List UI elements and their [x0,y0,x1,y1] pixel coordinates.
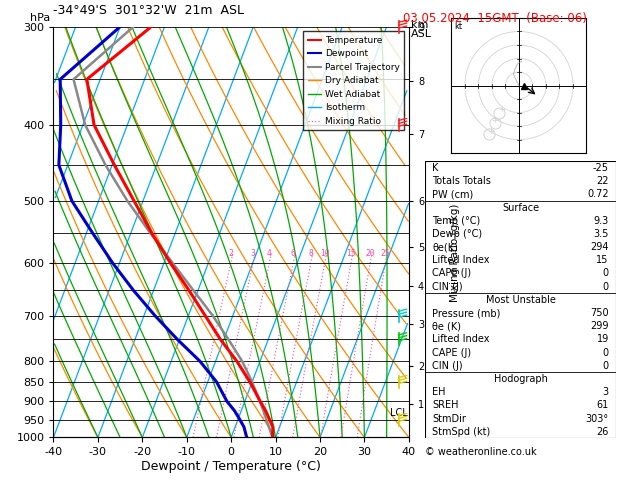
Text: 3.5: 3.5 [593,229,609,239]
Text: Surface: Surface [502,203,539,212]
Text: 3: 3 [250,249,255,258]
Text: 22: 22 [596,176,609,186]
Text: ASL: ASL [411,29,431,39]
Text: 6: 6 [291,249,296,258]
Text: 0: 0 [603,347,609,358]
Text: StmDir: StmDir [432,414,466,424]
Text: +: + [498,105,505,114]
Text: Most Unstable: Most Unstable [486,295,555,305]
Legend: Temperature, Dewpoint, Parcel Trajectory, Dry Adiabat, Wet Adiabat, Isotherm, Mi: Temperature, Dewpoint, Parcel Trajectory… [303,31,404,130]
Text: EH: EH [432,387,446,397]
Text: km: km [411,20,428,31]
Text: Hodograph: Hodograph [494,374,547,384]
Text: Mixing Ratio (g/kg): Mixing Ratio (g/kg) [450,204,460,302]
Text: CAPE (J): CAPE (J) [432,268,471,278]
Text: 303°: 303° [586,414,609,424]
Text: 0.72: 0.72 [587,190,609,199]
Text: -34°49'S  301°32'W  21m  ASL: -34°49'S 301°32'W 21m ASL [53,4,245,17]
Text: 9.3: 9.3 [594,216,609,226]
Text: Lifted Index: Lifted Index [432,334,490,345]
Text: 15: 15 [346,249,356,258]
Text: 750: 750 [590,308,609,318]
Text: 19: 19 [596,334,609,345]
Text: -25: -25 [593,163,609,173]
Text: CIN (J): CIN (J) [432,361,463,371]
Text: 0: 0 [603,268,609,278]
Text: Pressure (mb): Pressure (mb) [432,308,501,318]
Text: +: + [491,116,498,125]
Text: 03.05.2024  15GMT  (Base: 06): 03.05.2024 15GMT (Base: 06) [403,12,586,25]
Text: 2: 2 [228,249,233,258]
Text: +: + [487,127,494,136]
Text: Lifted Index: Lifted Index [432,255,490,265]
Text: kt: kt [454,22,462,31]
Text: CIN (J): CIN (J) [432,282,463,292]
Text: PW (cm): PW (cm) [432,190,474,199]
Text: 20: 20 [365,249,375,258]
Text: SREH: SREH [432,400,459,410]
Text: Dewp (°C): Dewp (°C) [432,229,482,239]
Text: 8: 8 [308,249,313,258]
Text: 294: 294 [590,242,609,252]
Text: 25: 25 [381,249,390,258]
Text: © weatheronline.co.uk: © weatheronline.co.uk [425,447,536,457]
Text: hPa: hPa [30,13,50,23]
Text: 0: 0 [603,282,609,292]
Text: LCL: LCL [390,408,408,417]
Text: 61: 61 [596,400,609,410]
Text: θe(K): θe(K) [432,242,458,252]
Text: 26: 26 [596,427,609,437]
Text: Temp (°C): Temp (°C) [432,216,481,226]
X-axis label: Dewpoint / Temperature (°C): Dewpoint / Temperature (°C) [142,460,321,473]
Text: θe (K): θe (K) [432,321,461,331]
Text: 4: 4 [267,249,272,258]
Text: 15: 15 [596,255,609,265]
Text: 3: 3 [603,387,609,397]
Text: CAPE (J): CAPE (J) [432,347,471,358]
Text: StmSpd (kt): StmSpd (kt) [432,427,491,437]
Text: Totals Totals: Totals Totals [432,176,491,186]
Text: 0: 0 [603,361,609,371]
Text: 299: 299 [590,321,609,331]
Text: 10: 10 [320,249,330,258]
Text: K: K [432,163,438,173]
